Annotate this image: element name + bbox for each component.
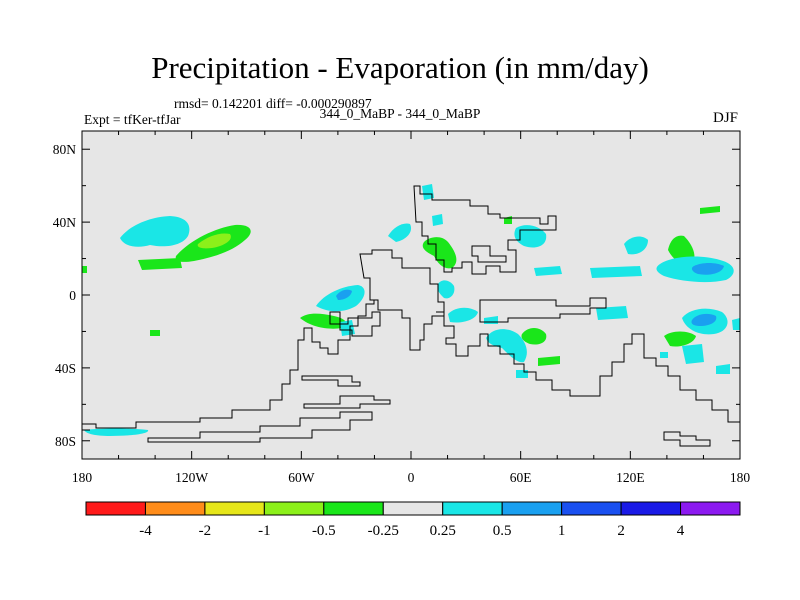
stats-line: rmsd= 0.142201 diff= -0.000290897	[174, 96, 372, 111]
lon-tick-label: 180	[72, 470, 93, 485]
anomaly-patch	[664, 331, 696, 347]
lon-tick-label: 120W	[175, 470, 208, 485]
colorbar-label: -0.25	[368, 523, 399, 539]
continent-outline	[359, 249, 445, 351]
colorbar-bin	[561, 501, 622, 516]
continent-outline	[303, 395, 391, 409]
colorbar-label: 2	[617, 523, 625, 539]
season-label: DJF	[712, 110, 738, 126]
colorbar-bin	[442, 501, 503, 516]
lon-tick-label: 180	[730, 470, 751, 485]
anomaly-patch	[197, 233, 231, 249]
anomaly-patch	[514, 225, 547, 248]
lat-tick-label: 40S	[55, 361, 76, 376]
continent-outline	[479, 297, 607, 323]
anomaly-patch	[538, 356, 560, 366]
anomaly-patch	[732, 318, 740, 330]
anomaly-patch	[138, 258, 182, 270]
colorbar-bin	[323, 501, 384, 516]
anomaly-patch	[388, 223, 412, 242]
anomaly-patch	[521, 328, 547, 345]
anomaly-patch	[422, 237, 457, 269]
colorbar-bin	[85, 501, 146, 516]
coastline	[82, 185, 740, 447]
plot-title: Precipitation - Evaporation (in mm/day)	[151, 50, 649, 85]
anomaly-patch	[516, 370, 528, 378]
anomaly-patch	[700, 206, 720, 214]
colorbar-label: 0.25	[430, 523, 456, 539]
anomaly-patch	[660, 352, 668, 358]
lon-tick-label: 60W	[288, 470, 315, 485]
colorbar-bin	[382, 501, 444, 516]
colorbar-bin	[620, 501, 682, 516]
lat-tick-label: 80S	[55, 434, 76, 449]
map-area: 180 120W 60W 0 60E 120E 180 80N 40N 0 40S 80S	[53, 130, 751, 485]
colorbar-label: 0.5	[493, 523, 512, 539]
colorbar-bin	[263, 501, 325, 516]
anomaly-patch	[691, 313, 717, 326]
runs-line: 344_0_MaBP - 344_0_MaBP	[319, 106, 481, 121]
anomaly-patch	[682, 344, 704, 364]
anomaly-field	[82, 184, 740, 436]
lat-tick-label: 40N	[53, 215, 77, 230]
colorbar-bin	[144, 501, 206, 516]
colorbar-bin	[680, 501, 741, 516]
colorbar-label: 1	[558, 523, 566, 539]
continent-outline	[413, 185, 557, 275]
colorbar-bin	[204, 501, 265, 516]
latitude-labels: 80N 40N 0 40S 80S	[53, 142, 77, 449]
anomaly-patch	[300, 313, 347, 329]
colorbar-label: -4	[139, 523, 152, 539]
colorbar	[85, 501, 741, 516]
anomaly-patch	[716, 364, 730, 374]
anomaly-patch	[534, 266, 562, 276]
anomaly-patch	[691, 263, 724, 275]
lon-tick-label: 60E	[510, 470, 532, 485]
continent-outline	[471, 245, 507, 263]
anomaly-patch	[448, 307, 478, 323]
experiment-line: Expt = tfKer-tfJar	[84, 112, 181, 127]
anomaly-patch	[432, 214, 443, 226]
continent-outline	[663, 431, 711, 447]
colorbar-labels: -4 -2 -1 -0.5 -0.25 0.25 0.5 1 2 4	[139, 523, 685, 539]
map-background	[82, 131, 740, 459]
anomaly-patch	[82, 266, 87, 273]
anomaly-patch	[120, 216, 190, 247]
anomaly-patch	[590, 266, 642, 278]
continent-outline	[339, 311, 381, 337]
anomaly-patch	[596, 306, 628, 320]
lat-tick-label: 0	[69, 288, 76, 303]
colorbar-label: -2	[199, 523, 212, 539]
lat-tick-label: 80N	[53, 142, 77, 157]
colorbar-bin	[501, 501, 563, 516]
continent-outline	[82, 300, 375, 429]
lon-tick-label: 120E	[616, 470, 645, 485]
continent-outline	[329, 311, 341, 325]
anomaly-patch	[422, 184, 434, 200]
colorbar-label: 4	[677, 523, 685, 539]
anomaly-patch	[150, 330, 160, 336]
anomaly-patch	[84, 428, 149, 436]
colorbar-label: -0.5	[312, 523, 336, 539]
continent-outline	[301, 375, 361, 387]
lon-tick-label: 0	[408, 470, 415, 485]
anomaly-patch	[624, 236, 648, 255]
continent-outline	[147, 411, 373, 443]
anomaly-patch	[336, 289, 352, 300]
anomaly-patch	[486, 329, 527, 363]
continent-outline	[436, 311, 740, 423]
colorbar-label: -1	[258, 523, 271, 539]
anomaly-patch	[437, 280, 455, 299]
longitude-labels: 180 120W 60W 0 60E 120E 180	[72, 470, 751, 485]
axis-ticks	[81, 131, 741, 459]
